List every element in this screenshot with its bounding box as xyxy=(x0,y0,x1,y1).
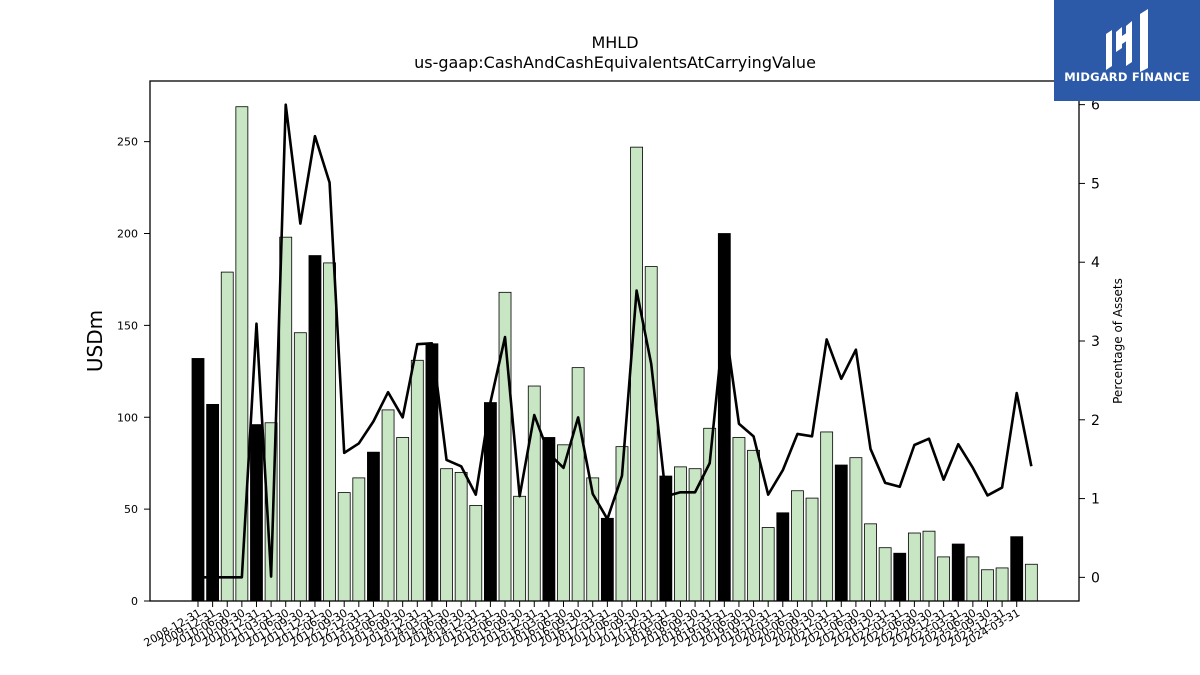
bar xyxy=(791,490,804,602)
y-axis-label: USDm xyxy=(83,310,107,372)
bar xyxy=(732,437,746,602)
bar xyxy=(323,262,336,602)
y-tick-label: 100 xyxy=(117,411,138,424)
bar xyxy=(878,547,892,602)
bar xyxy=(981,569,994,602)
y-axis-right: 0 1 2 3 4 5 6 xyxy=(1079,98,1100,586)
bar xyxy=(893,552,907,602)
bar xyxy=(995,567,1009,602)
bar xyxy=(396,437,410,602)
y2-tick-label: 3 xyxy=(1091,334,1100,350)
bar xyxy=(513,495,527,602)
bar xyxy=(440,468,453,602)
midgard-finance-logo: MIDGARD FINANCE xyxy=(1054,0,1200,101)
bar xyxy=(542,437,556,602)
bar xyxy=(279,236,293,602)
y-tick-label: 0 xyxy=(131,595,138,608)
chart-subtitle: us-gaap:CashAndCashEquivalentsAtCarrying… xyxy=(414,53,816,72)
percentage-line xyxy=(198,103,1033,579)
bar xyxy=(630,146,643,602)
bar xyxy=(805,497,819,602)
bar xyxy=(688,468,702,602)
x-axis: 2008-12-312009-12-312010-06-302010-09-30… xyxy=(142,601,1022,650)
bar xyxy=(937,556,951,602)
bar xyxy=(966,556,980,602)
bar xyxy=(644,266,658,602)
bar xyxy=(864,523,877,602)
bar xyxy=(293,332,307,602)
bar xyxy=(776,512,790,602)
bar xyxy=(1024,563,1038,602)
bar xyxy=(250,424,263,602)
y-tick-label: 200 xyxy=(117,228,138,241)
bar xyxy=(717,233,731,602)
y-axis-left: 0 50 100 150 200 250 xyxy=(117,136,150,608)
bar xyxy=(352,477,366,602)
bar xyxy=(600,517,614,602)
y-tick-label: 150 xyxy=(117,319,138,332)
bar xyxy=(454,471,468,602)
bar xyxy=(381,409,395,602)
bar xyxy=(951,543,965,602)
bar xyxy=(834,464,848,602)
bar xyxy=(674,466,687,602)
bar xyxy=(907,532,921,602)
y2-tick-label: 6 xyxy=(1091,98,1100,114)
bar-series xyxy=(191,106,1038,602)
y2-tick-label: 1 xyxy=(1091,492,1100,508)
chart-title: MHLD xyxy=(591,33,638,52)
bar xyxy=(571,367,585,602)
bar xyxy=(1010,536,1024,602)
bar xyxy=(761,527,775,602)
bar xyxy=(206,403,220,602)
midgard-logo-icon xyxy=(1106,9,1148,72)
bar xyxy=(922,530,936,602)
bar xyxy=(469,505,483,602)
y-tick-label: 50 xyxy=(124,503,138,516)
y-tick-label: 250 xyxy=(117,136,138,149)
bar xyxy=(191,358,205,602)
bar xyxy=(820,431,834,602)
bar xyxy=(367,451,380,602)
y2-tick-label: 2 xyxy=(1091,413,1100,429)
y2-tick-label: 0 xyxy=(1091,570,1100,586)
y2-tick-label: 4 xyxy=(1091,255,1100,271)
bar xyxy=(337,492,351,602)
bar xyxy=(747,449,760,602)
bar xyxy=(410,359,424,602)
y2-axis-label: Percentage of Assets xyxy=(1111,278,1125,404)
bar xyxy=(220,271,234,602)
bar xyxy=(308,255,322,602)
y2-tick-label: 5 xyxy=(1091,176,1100,192)
logo-text: MIDGARD FINANCE xyxy=(1064,70,1190,84)
bar xyxy=(849,457,863,602)
